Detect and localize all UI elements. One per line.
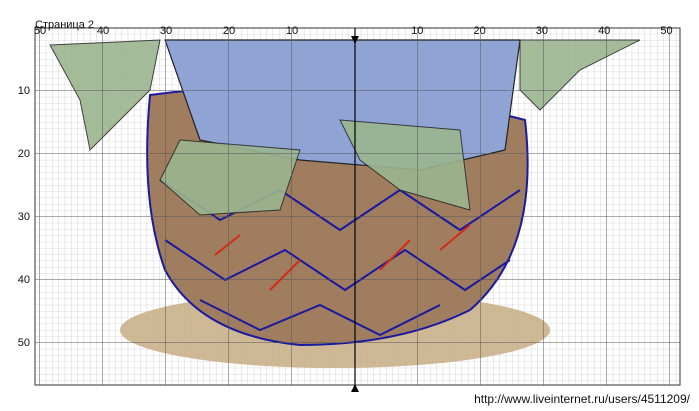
left-ruler-label: 50 bbox=[18, 337, 30, 349]
left-ruler-label: 20 bbox=[18, 148, 30, 160]
top-ruler-label: 10 bbox=[411, 25, 423, 37]
top-ruler-label: 40 bbox=[97, 25, 109, 37]
left-ruler-label: 30 bbox=[18, 211, 30, 223]
major-grid bbox=[34, 27, 681, 386]
top-ruler-label: 20 bbox=[223, 25, 235, 37]
top-ruler-label: 30 bbox=[536, 25, 548, 37]
left-ruler-label: 40 bbox=[18, 274, 30, 286]
top-ruler-label: 50 bbox=[660, 25, 672, 37]
top-ruler-label: 50 bbox=[34, 25, 46, 37]
top-ruler-label: 10 bbox=[286, 25, 298, 37]
top-ruler-label: 20 bbox=[473, 25, 485, 37]
top-ruler-label: 40 bbox=[598, 25, 610, 37]
rulers: 50 40 30 20 10 10 20 30 40 50 10 20 30 40 50 bbox=[18, 25, 673, 349]
top-ruler-label: 30 bbox=[160, 25, 172, 37]
page-title: Страница 2 bbox=[35, 19, 94, 31]
center-marker bbox=[351, 384, 359, 392]
left-ruler-label: 10 bbox=[18, 85, 30, 97]
source-url: http://www.liveinternet.ru/users/4511209… bbox=[474, 392, 691, 406]
center-marker bbox=[351, 36, 359, 44]
